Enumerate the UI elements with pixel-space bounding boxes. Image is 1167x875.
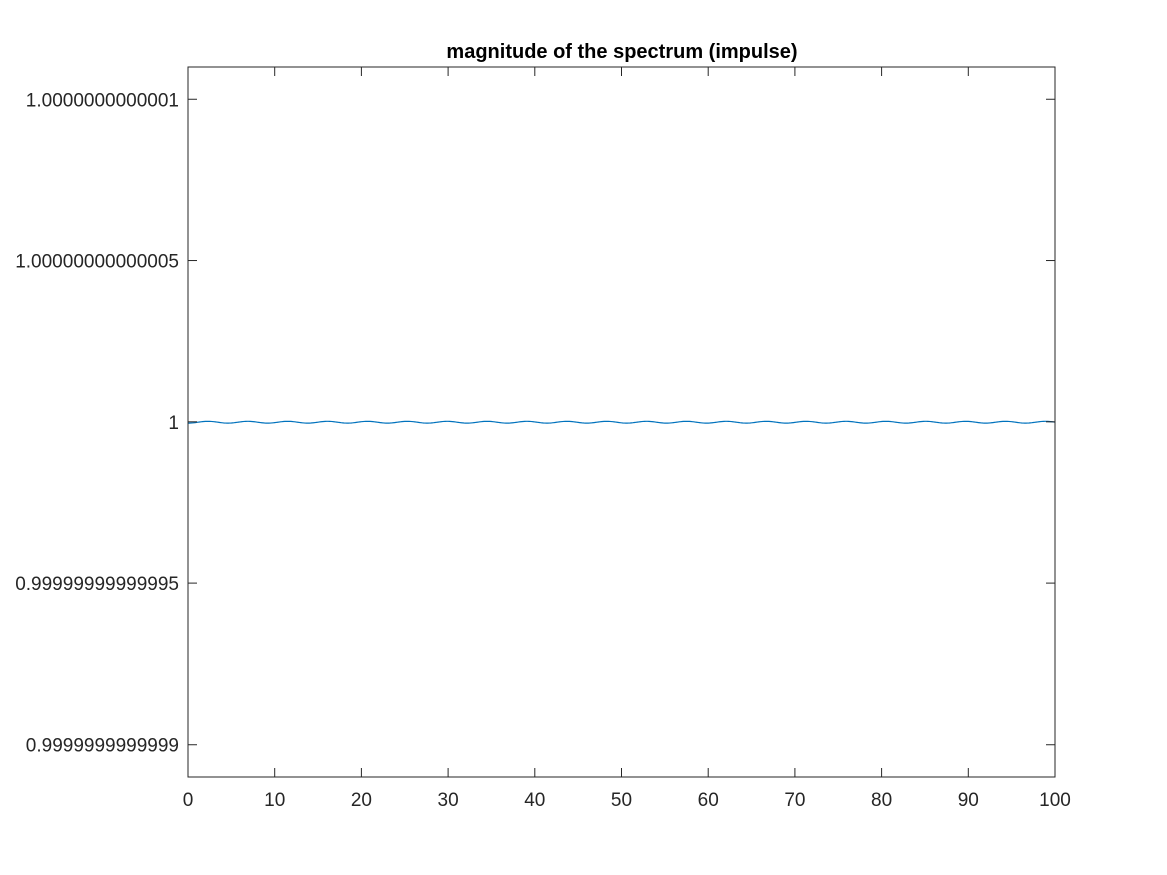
x-axis: 0 10 20 30 40 50 60 70 80 90 100: [183, 67, 1071, 811]
y-tick-label: 0.9999999999999: [26, 736, 179, 757]
chart-title: magnitude of the spectrum (impulse): [446, 41, 797, 63]
x-tick-label: 50: [611, 790, 632, 811]
x-tick-label: 60: [698, 790, 719, 811]
x-tick-label: 20: [351, 790, 372, 811]
x-tick-label: 40: [524, 790, 545, 811]
x-tick-label: 70: [784, 790, 805, 811]
x-tick-label: 10: [264, 790, 285, 811]
series-layer: [187, 420, 1056, 424]
y-axis: 0.9999999999999 0.99999999999995 1 1.000000…: [15, 90, 1055, 757]
x-tick-label: 0: [183, 790, 194, 811]
series-line: [187, 420, 1056, 424]
y-tick-label: 0.99999999999995: [15, 574, 179, 595]
x-tick-label: 100: [1039, 790, 1071, 811]
y-tick-label: 1.00000000000005: [15, 252, 179, 273]
x-tick-label: 80: [871, 790, 892, 811]
x-tick-label: 30: [438, 790, 459, 811]
y-tick-label: 1.0000000000001: [26, 90, 179, 111]
x-tick-label: 90: [958, 790, 979, 811]
y-tick-label: 1: [168, 413, 179, 434]
